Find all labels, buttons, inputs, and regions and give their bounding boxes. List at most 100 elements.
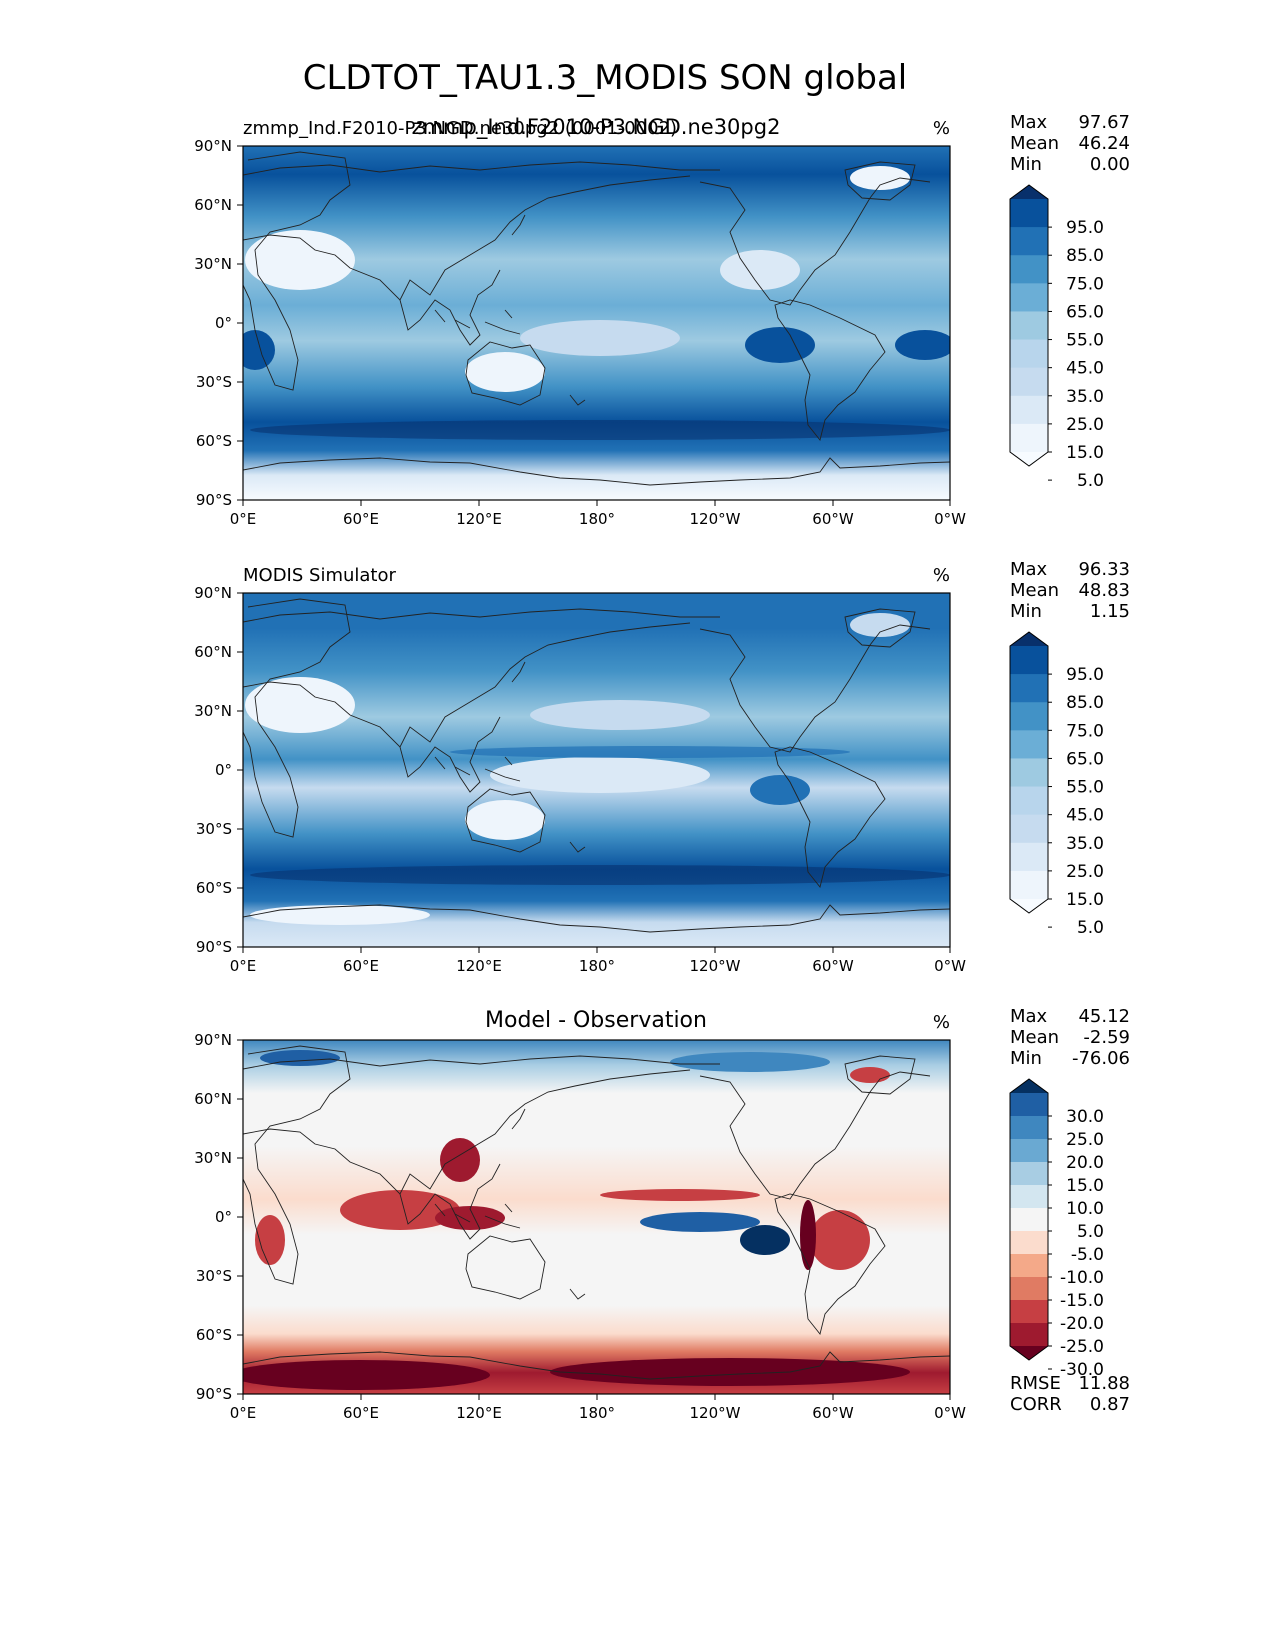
colorbar-segment [1010, 199, 1048, 228]
colorbar-label: 25.0 [1066, 415, 1104, 435]
ref-clear-antarctica [250, 905, 430, 925]
colorbar-label: 5.0 [1077, 471, 1104, 491]
lon-tick-label: 180° [579, 1404, 615, 1422]
colorbar-label: 75.0 [1066, 274, 1104, 294]
colorbar-label: 25.0 [1066, 862, 1104, 882]
colorbar-segment [1010, 1300, 1048, 1324]
stat-value: 0.00 [1090, 154, 1130, 175]
colorbar-label: 65.0 [1066, 749, 1104, 769]
colorbar-label: -15.0 [1060, 1291, 1104, 1311]
stat-label: Mean [1010, 1027, 1059, 1048]
colorbar-label: 65.0 [1066, 302, 1104, 322]
ref-clear-greenland [850, 613, 910, 637]
lon-tick-label: 120°E [456, 957, 502, 975]
colorbar-label: -25.0 [1060, 1337, 1104, 1357]
ref-itcz [450, 746, 850, 758]
stat-value: -2.59 [1083, 1027, 1130, 1048]
lon-tick-label: 0°W [934, 957, 966, 975]
lon-tick-label: 0°E [230, 1404, 257, 1422]
colorbar-segment [1010, 339, 1048, 369]
panel-reference-colorbar: 95.0 85.0 75.0 65.0 55.0 45.0 35.0 25.0 15.0 5.0 [1009, 631, 1104, 938]
lat-tick-label: 30°S [196, 820, 232, 838]
lat-tick-label: 0° [215, 1208, 232, 1226]
ref-clear-australia [465, 800, 545, 840]
test-clear-pacific [520, 320, 680, 356]
stat-label: Min [1010, 154, 1042, 175]
colorbar-segment [1010, 1323, 1048, 1347]
lat-tick-label: 90°N [194, 137, 232, 155]
panel-difference-colorbar: 30.0 25.0 20.0 15.0 10.0 5.0 -5.0 -10.0 -15.0 -20… [1009, 1078, 1104, 1380]
stat-label: Max [1010, 112, 1048, 133]
lat-tick-label: 60°N [194, 196, 232, 214]
panel-test-colorbar: 95.0 85.0 75.0 65.0 55.0 45.0 35.0 25.0 15.0 5.0 [1009, 184, 1104, 491]
colorbar-segment [1010, 227, 1048, 256]
lat-tick-label: 60°S [196, 432, 232, 450]
stat-value: -76.06 [1072, 1048, 1130, 1069]
colorbar-segment [1010, 1093, 1048, 1117]
colorbar-label: 10.0 [1066, 1199, 1104, 1219]
lat-tick-label: 30°S [196, 1267, 232, 1285]
colorbar-label: 95.0 [1066, 665, 1104, 685]
colorbar-label: 5.0 [1077, 918, 1104, 938]
lat-tick-label: 90°N [194, 1031, 232, 1049]
colorbar-segment [1010, 842, 1048, 872]
panel-difference-units: % [933, 1012, 950, 1033]
lon-tick-label: 60°E [343, 510, 379, 528]
stat-label: Min [1010, 1048, 1042, 1069]
colorbar-label: 35.0 [1066, 834, 1104, 854]
colorbar-segment [1010, 758, 1048, 788]
test-sc-california [895, 330, 950, 360]
lon-tick-label: 60°W [812, 1404, 854, 1422]
colorbar-label: 30.0 [1066, 1107, 1104, 1127]
diff-maritime-red [435, 1206, 505, 1230]
lon-tick-label: 120°W [690, 957, 741, 975]
diff-africa-red [255, 1215, 285, 1265]
colorbar-label: 25.0 [1066, 1130, 1104, 1150]
colorbar-segment [1010, 1231, 1048, 1255]
colorbar-label: 5.0 [1077, 1222, 1104, 1242]
panel-difference: Model - Observation % [194, 1006, 1130, 1422]
rmse-value: 11.88 [1078, 1373, 1130, 1394]
colorbar-segment [1010, 1185, 1048, 1209]
lon-tick-label: 120°W [690, 510, 741, 528]
lat-tick-label: 0° [215, 314, 232, 332]
stat-value: 97.67 [1078, 112, 1130, 133]
panel-test: zmmp_Ind.F2010-P3.NGD.ne30pg2 (0001-0002… [194, 112, 1130, 528]
lat-tick-label: 60°S [196, 879, 232, 897]
colorbar-extend-min [1010, 452, 1048, 466]
panel-reference-map [243, 593, 950, 947]
lon-tick-label: 180° [579, 510, 615, 528]
colorbar-label: 55.0 [1066, 778, 1104, 798]
lat-tick-label: 30°S [196, 373, 232, 391]
test-storm-south [250, 420, 950, 440]
panel-reference-stats: Max 96.33 Mean 48.83 Min 1.15 [1010, 559, 1130, 622]
lon-tick-label: 0°E [230, 510, 257, 528]
lon-tick-label: 0°W [934, 1404, 966, 1422]
stat-value: 45.12 [1078, 1006, 1130, 1027]
colorbar-label: -30.0 [1060, 1360, 1104, 1380]
stat-label: Mean [1010, 580, 1059, 601]
lon-tick-label: 120°W [690, 1404, 741, 1422]
test-sc-namibia [243, 330, 275, 370]
lon-tick-label: 60°W [812, 510, 854, 528]
lon-tick-label: 0°W [934, 510, 966, 528]
colorbar-label: -5.0 [1071, 1245, 1104, 1265]
colorbar-segment [1010, 255, 1048, 284]
lon-tick-label: 180° [579, 957, 615, 975]
stat-value: 1.15 [1090, 601, 1130, 622]
ref-storm-south [250, 865, 950, 885]
colorbar-label: 15.0 [1066, 443, 1104, 463]
lat-tick-label: 60°N [194, 1090, 232, 1108]
diff-epac-blue2 [740, 1225, 790, 1255]
test-clear-australia [465, 352, 545, 392]
panel-test-units: % [933, 118, 950, 139]
panel-difference-stats: Max 45.12 Mean -2.59 Min -76.06 [1010, 1006, 1130, 1069]
test-clear-greenland [850, 166, 910, 190]
stat-value: 46.24 [1078, 133, 1130, 154]
figure-title: CLDTOT_TAU1.3_MODIS SON global [303, 58, 907, 98]
colorbar-segment [1010, 730, 1048, 760]
colorbar-extend-max [1010, 632, 1048, 646]
stat-label: Max [1010, 559, 1048, 580]
colorbar-label: 95.0 [1066, 218, 1104, 238]
colorbar-segment [1010, 674, 1048, 703]
